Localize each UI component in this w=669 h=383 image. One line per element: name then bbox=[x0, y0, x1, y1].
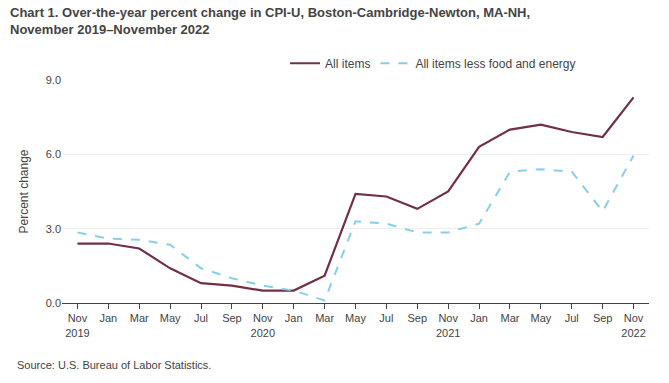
svg-text:Nov2019: Nov2019 bbox=[65, 312, 89, 338]
svg-text:Mar: Mar bbox=[130, 312, 149, 324]
svg-text:Jan: Jan bbox=[99, 312, 117, 324]
svg-text:Mar: Mar bbox=[500, 312, 519, 324]
svg-text:Percent change: Percent change bbox=[17, 149, 31, 233]
svg-text:0.0: 0.0 bbox=[46, 297, 61, 309]
svg-text:Nov2021: Nov2021 bbox=[436, 312, 460, 338]
svg-text:Mar: Mar bbox=[315, 312, 334, 324]
svg-text:Jan: Jan bbox=[470, 312, 488, 324]
svg-text:Jan: Jan bbox=[285, 312, 303, 324]
svg-text:Chart 1. Over-the-year percent: Chart 1. Over-the-year percent change in… bbox=[10, 5, 530, 37]
svg-text:Jul: Jul bbox=[379, 312, 393, 324]
svg-text:Nov2022: Nov2022 bbox=[621, 312, 645, 338]
svg-text:3.0: 3.0 bbox=[46, 223, 61, 235]
svg-text:Sep: Sep bbox=[408, 312, 428, 324]
svg-text:May: May bbox=[160, 312, 181, 324]
svg-text:Sep: Sep bbox=[222, 312, 242, 324]
svg-text:6.0: 6.0 bbox=[46, 148, 61, 160]
svg-text:Jul: Jul bbox=[194, 312, 208, 324]
svg-text:All items less food and energy: All items less food and energy bbox=[415, 57, 575, 71]
svg-text:Nov2020: Nov2020 bbox=[251, 312, 275, 338]
svg-text:May: May bbox=[345, 312, 366, 324]
svg-text:Sep: Sep bbox=[593, 312, 613, 324]
svg-text:May: May bbox=[530, 312, 551, 324]
svg-text:Jul: Jul bbox=[565, 312, 579, 324]
svg-text:All items: All items bbox=[325, 57, 370, 71]
svg-text:Source: U.S. Bureau of Labor S: Source: U.S. Bureau of Labor Statistics. bbox=[17, 359, 211, 371]
svg-text:9.0: 9.0 bbox=[46, 74, 61, 86]
